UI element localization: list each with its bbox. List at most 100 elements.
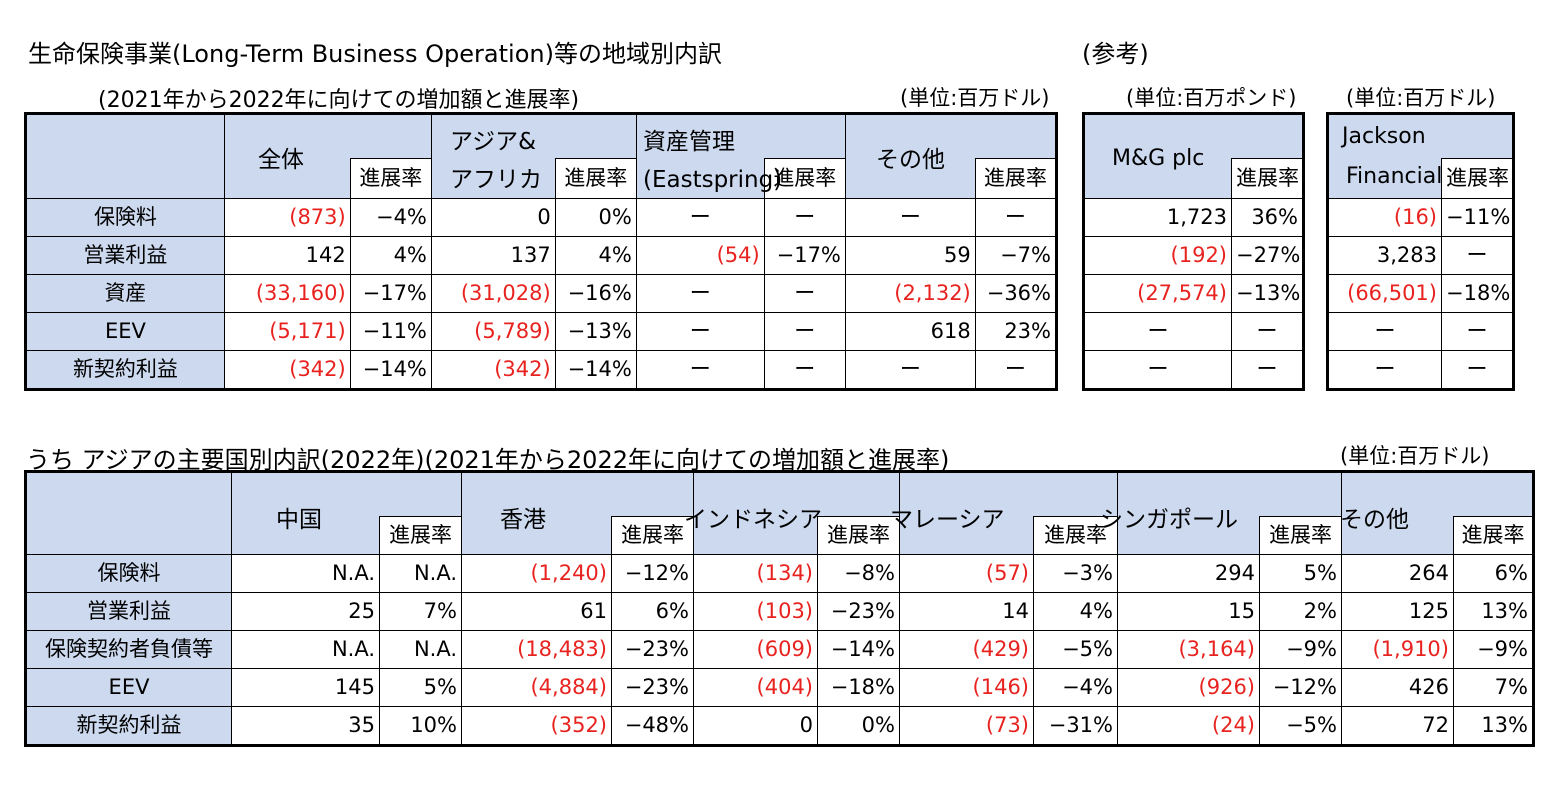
bottom-unit: (単位:百万ドル): [1340, 444, 1490, 468]
row-label: 新契約利益: [25, 350, 225, 390]
rate-cell: 13%: [1453, 592, 1534, 631]
value-cell: 59: [844, 236, 976, 275]
value-cell: (24): [1117, 706, 1260, 746]
value-cell: 15: [1117, 592, 1260, 631]
rate-cell: −7%: [974, 236, 1058, 275]
top-rate-header: 進展率: [349, 158, 432, 199]
value-cell: N.A.: [231, 554, 380, 593]
value-cell: (18,483): [461, 630, 612, 669]
value-cell: ー: [1083, 312, 1232, 351]
value-cell: 72: [1341, 706, 1454, 746]
bottom-title: うち アジアの主要国別内訳(2022年)(2021年から2022年に向けての増加…: [26, 446, 950, 474]
top-subtitle: (2021年から2022年に向けての増加額と進展率): [98, 88, 580, 113]
value-cell: ー: [1327, 312, 1442, 351]
value-cell: (429): [899, 630, 1034, 669]
table-row: 保険料 (873) −4% 0 0% ーーーー: [25, 198, 1058, 237]
top-corner-cell: [25, 113, 225, 199]
table-row: 1,723 36%: [1083, 198, 1304, 237]
table-row: 新契約利益 35 10% (352) −48% 0 0% (73) −31% (24) −5% 72 1…: [25, 706, 1534, 746]
rate-cell: ー: [1231, 312, 1304, 351]
value-cell: (1,910): [1341, 630, 1454, 669]
value-cell: (192): [1083, 236, 1232, 275]
mg-label: M&G plc: [1112, 146, 1205, 171]
reference-label: (参考): [1082, 40, 1149, 68]
jackson-label-1: Jackson: [1342, 124, 1426, 149]
value-cell: ー: [635, 274, 765, 313]
rate-cell: ー: [1441, 312, 1514, 351]
value-cell: (66,501): [1327, 274, 1442, 313]
value-cell: ー: [844, 198, 976, 237]
jackson-label-2: Financial: [1346, 164, 1443, 189]
value-cell: ー: [635, 350, 765, 390]
top-region-table: 進展率 進展率 進展率 進展率 保険料 (873) −4% 0 0% ーーーー営業利益 14…: [24, 112, 1058, 391]
rate-cell: −8%: [817, 554, 900, 593]
row-label: 保険料: [25, 554, 232, 593]
row-label: 営業利益: [25, 592, 232, 631]
value-cell: 142: [223, 236, 351, 275]
top-rate-header: 進展率: [554, 158, 637, 199]
row-label: 営業利益: [25, 236, 225, 275]
value-cell: 125: [1341, 592, 1454, 631]
table-row: EEV 145 5% (4,884) −23% (404) −18% (146) −4% (926…: [25, 668, 1534, 707]
rate-cell: −12%: [1259, 668, 1342, 707]
rate-cell: −31%: [1033, 706, 1118, 746]
value-cell: 1,723: [1083, 198, 1232, 237]
value-cell: ー: [635, 198, 765, 237]
rate-cell: −36%: [974, 274, 1058, 313]
rate-cell: −16%: [554, 274, 637, 313]
rate-cell: 13%: [1453, 706, 1534, 746]
rate-cell: ー: [1441, 350, 1514, 390]
rate-cell: −12%: [611, 554, 694, 593]
rate-cell: 7%: [379, 592, 462, 631]
value-cell: N.A.: [231, 630, 380, 669]
value-cell: (609): [693, 630, 818, 669]
table-row: (16) −11%: [1327, 198, 1514, 237]
group-label-total: 全体: [258, 147, 304, 173]
bottom-rate-header: 進展率: [1259, 516, 1342, 555]
group-label-other: その他: [876, 147, 945, 173]
rate-cell: ー: [974, 198, 1058, 237]
rate-cell: −3%: [1033, 554, 1118, 593]
rate-cell: −48%: [611, 706, 694, 746]
rate-cell: ー: [1231, 350, 1304, 390]
value-cell: (352): [461, 706, 612, 746]
table-row: 新契約利益 (342) −14% (342) −14% ーーーー: [25, 350, 1058, 390]
table-row: 保険契約者負債等 N.A. N.A. (18,483) −23% (609) −14% (42…: [25, 630, 1534, 669]
value-cell: ー: [844, 350, 976, 390]
value-cell: (27,574): [1083, 274, 1232, 313]
value-cell: (2,132): [844, 274, 976, 313]
mg-table: 進展率 1,723 36% (192) −27% (27,574) −13% ーーーー: [1082, 112, 1305, 391]
table-row: ーー: [1327, 312, 1514, 351]
rate-cell: 0%: [554, 198, 637, 237]
value-cell: (4,884): [461, 668, 612, 707]
rate-cell: −9%: [1259, 630, 1342, 669]
table-row: 保険料 N.A. N.A. (1,240) −12% (134) −8% (57) −3% 294…: [25, 554, 1534, 593]
rate-cell: −18%: [1441, 274, 1514, 313]
row-label: EEV: [25, 668, 232, 707]
table-row: 資産 (33,160) −17% (31,028) −16% ーー (2,132) −36%: [25, 274, 1058, 313]
bottom-rate-header: 進展率: [1453, 516, 1534, 555]
value-cell: 61: [461, 592, 612, 631]
jackson-table: 進展率 (16) −11% 3,283 ー (66,501) −18% ーーーー: [1326, 112, 1515, 391]
rate-cell: 5%: [379, 668, 462, 707]
rate-cell: −18%: [817, 668, 900, 707]
value-cell: ー: [1083, 350, 1232, 390]
value-cell: ー: [635, 312, 765, 351]
bottom-rate-header: 進展率: [379, 516, 462, 555]
jackson-rate-header: 進展率: [1441, 158, 1514, 199]
mg-rate-header: 進展率: [1231, 158, 1304, 199]
rate-cell: ー: [763, 274, 846, 313]
table-row: (192) −27%: [1083, 236, 1304, 275]
table-row: 営業利益 142 4% 137 4% (54) −17% 59 −7%: [25, 236, 1058, 275]
value-cell: (134): [693, 554, 818, 593]
top-unit-gbp: (単位:百万ポンド): [1126, 86, 1297, 110]
asia-country-table: 進展率 進展率 進展率 進展率 進展率 進展率 保険料 N.A. N.A. (1,24…: [24, 470, 1535, 747]
country-label-singapore: シンガポール: [1100, 507, 1238, 533]
rate-cell: −9%: [1453, 630, 1534, 669]
country-label-china: 中国: [276, 507, 322, 533]
value-cell: (342): [223, 350, 351, 390]
rate-cell: −13%: [1231, 274, 1304, 313]
rate-cell: −5%: [1033, 630, 1118, 669]
value-cell: 0: [693, 706, 818, 746]
rate-cell: 5%: [1259, 554, 1342, 593]
